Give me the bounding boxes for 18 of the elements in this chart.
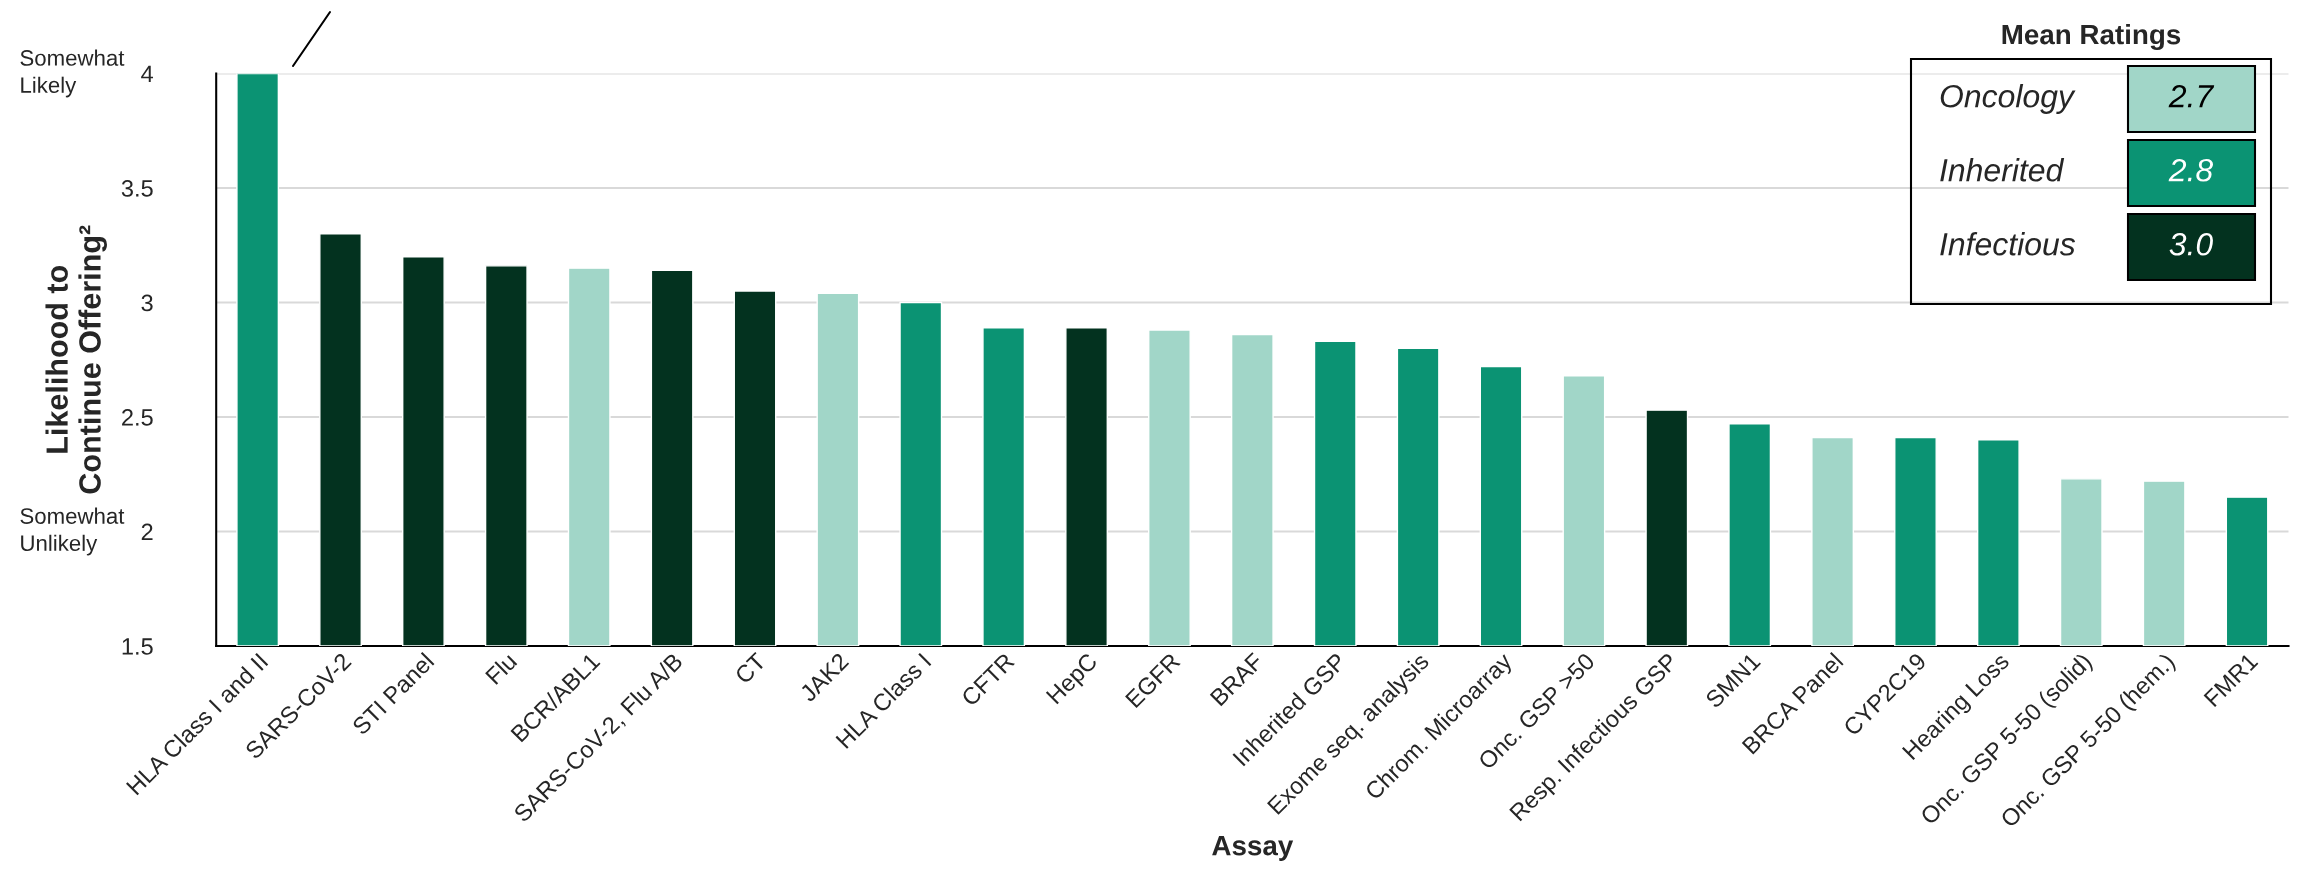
- x-tick-label: CT: [734, 651, 767, 685]
- y-axis-title: Likelihood to Continue Offering²: [45, 225, 107, 494]
- legend-label: Oncology: [1940, 84, 2076, 114]
- y-tick-label: 3.5: [121, 180, 153, 197]
- legend-title: Mean Ratings: [2002, 23, 2181, 51]
- text: Somewhat Unlikely: [20, 507, 125, 556]
- x-axis-title: Assay: [1212, 836, 1294, 861]
- y-tick-label: 1.5: [122, 638, 153, 655]
- annotation: 2.8: [2168, 158, 2214, 182]
- y-tick-label: 2: [141, 523, 153, 541]
- text: Somewhat Likely: [20, 49, 125, 98]
- y-tick-label: 2.5: [122, 409, 153, 426]
- legend-label: Inherited: [1940, 158, 2065, 182]
- y-tick-label: 3: [141, 294, 153, 312]
- y-tick-label: 4: [141, 65, 154, 83]
- legend-label: Infectious: [1940, 232, 2076, 256]
- annotation: 3.0: [2169, 232, 2213, 256]
- annotation: 2.7: [2168, 84, 2215, 108]
